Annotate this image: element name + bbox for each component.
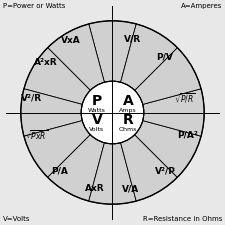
Text: A=Amperes: A=Amperes (181, 3, 222, 9)
Text: $\sqrt{P/R}$: $\sqrt{P/R}$ (174, 91, 196, 105)
Wedge shape (24, 121, 90, 177)
Text: P: P (92, 94, 102, 108)
Wedge shape (143, 89, 204, 136)
Text: P=Power or Watts: P=Power or Watts (3, 3, 65, 9)
Text: P/A: P/A (52, 166, 68, 175)
Wedge shape (121, 24, 177, 90)
Text: V²/R: V²/R (21, 93, 43, 102)
Wedge shape (121, 135, 177, 201)
Text: Volts: Volts (89, 127, 104, 132)
Wedge shape (135, 48, 201, 104)
Circle shape (81, 81, 144, 144)
Text: Ohms: Ohms (119, 127, 137, 132)
Text: P/V: P/V (157, 52, 173, 61)
Wedge shape (24, 48, 90, 104)
Wedge shape (135, 121, 201, 177)
Wedge shape (21, 89, 82, 136)
Text: V/A: V/A (122, 184, 139, 193)
Text: $\sqrt{PxR}$: $\sqrt{PxR}$ (25, 128, 48, 142)
Text: P/A²: P/A² (177, 130, 198, 139)
Text: A: A (123, 94, 133, 108)
Text: R=Resistance in Ohms: R=Resistance in Ohms (143, 216, 222, 222)
Text: Watts: Watts (88, 108, 106, 113)
Text: V=Volts: V=Volts (3, 216, 30, 222)
Text: V²/P: V²/P (155, 166, 176, 175)
Text: VxA: VxA (61, 36, 81, 45)
Text: Amps: Amps (119, 108, 137, 113)
Text: R: R (123, 113, 133, 127)
Text: AxR: AxR (85, 184, 104, 193)
Text: A²xR: A²xR (34, 58, 57, 67)
Wedge shape (48, 24, 104, 90)
Circle shape (21, 21, 204, 204)
Text: V: V (92, 113, 102, 127)
Wedge shape (89, 143, 136, 204)
Wedge shape (89, 21, 136, 82)
Text: V/R: V/R (124, 34, 141, 43)
Wedge shape (48, 135, 104, 201)
